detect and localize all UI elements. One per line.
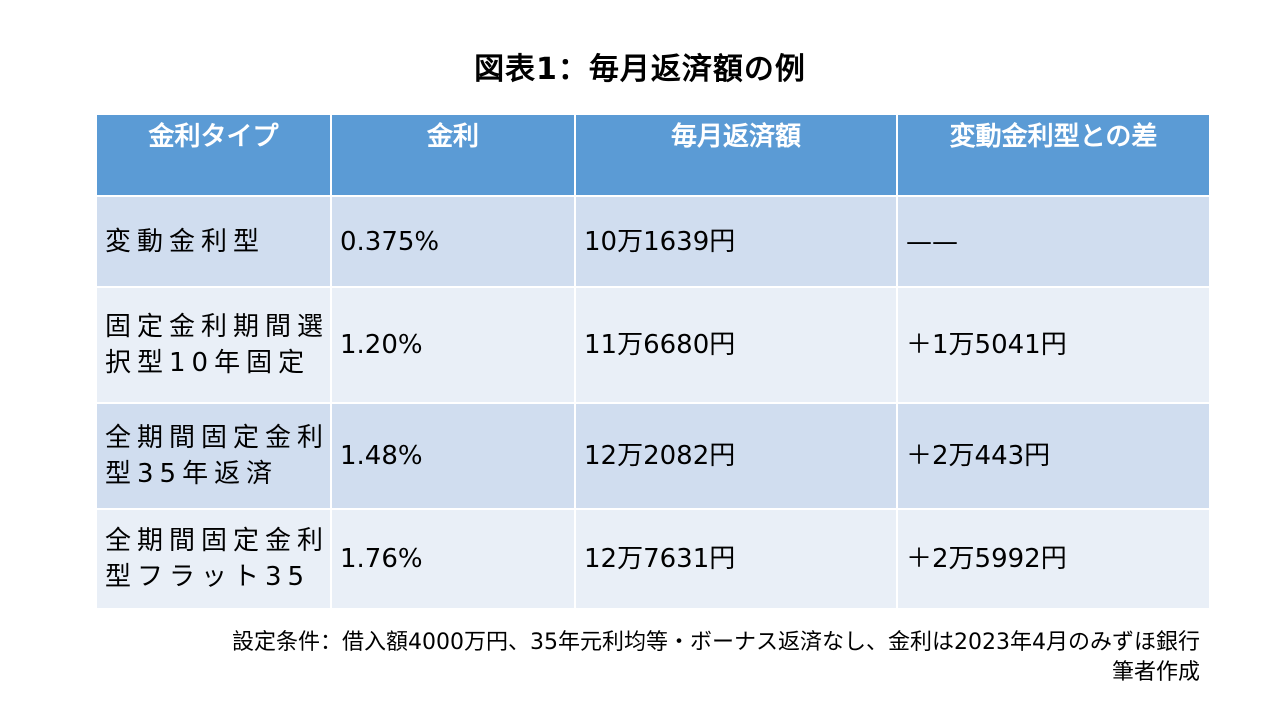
cell-monthly-payment: 10万1639円 (574, 195, 898, 288)
cell-rate: 1.20% (330, 286, 576, 404)
cell-rate: 1.76% (330, 508, 576, 610)
cell-rate-type: 全期間固定金利型35年返済 (95, 402, 332, 510)
table-row: 全期間固定金利型フラット35 1.76% 12万7631円 ＋2万5992円 (95, 508, 1211, 610)
table-header-row: 金利タイプ 金利 毎月返済額 変動金利型との差 (95, 113, 1211, 197)
cell-diff: ＋2万443円 (896, 402, 1211, 510)
header-rate-type: 金利タイプ (95, 113, 332, 197)
header-diff-from-variable: 変動金利型との差 (896, 113, 1211, 197)
cell-diff: —— (896, 195, 1211, 288)
cell-monthly-payment: 12万2082円 (574, 402, 898, 510)
cell-monthly-payment: 12万7631円 (574, 508, 898, 610)
cell-rate: 1.48% (330, 402, 576, 510)
cell-diff: ＋2万5992円 (896, 508, 1211, 610)
conditions-note: 設定条件：借入額4000万円、35年元利均等・ボーナス返済なし、金利は2023年… (232, 630, 1200, 655)
author-credit: 筆者作成 (1111, 660, 1200, 685)
footnote: 設定条件：借入額4000万円、35年元利均等・ボーナス返済なし、金利は2023年… (232, 628, 1200, 688)
table-row: 固定金利期間選択型10年固定 1.20% 11万6680円 ＋1万5041円 (95, 286, 1211, 404)
table-row: 全期間固定金利型35年返済 1.48% 12万2082円 ＋2万443円 (95, 402, 1211, 510)
cell-rate-type: 固定金利期間選択型10年固定 (95, 286, 332, 404)
table-row: 変動金利型 0.375% 10万1639円 —— (95, 195, 1211, 288)
cell-rate: 0.375% (330, 195, 576, 288)
cell-rate-type: 変動金利型 (95, 195, 332, 288)
cell-diff: ＋1万5041円 (896, 286, 1211, 404)
cell-rate-type: 全期間固定金利型フラット35 (95, 508, 332, 610)
mortgage-rate-table: 金利タイプ 金利 毎月返済額 変動金利型との差 変動金利型 0.375% 10万… (95, 113, 1211, 610)
cell-monthly-payment: 11万6680円 (574, 286, 898, 404)
header-monthly-payment: 毎月返済額 (574, 113, 898, 197)
header-rate: 金利 (330, 113, 576, 197)
chart-title: 図表1：毎月返済額の例 (474, 52, 806, 87)
